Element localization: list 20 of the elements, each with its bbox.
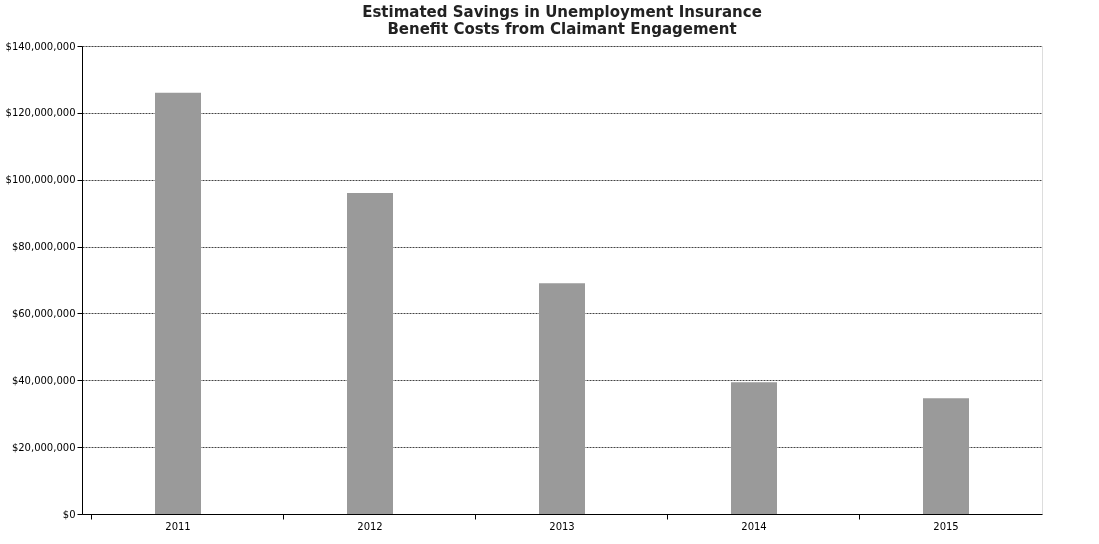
x-tick-label: 2011 — [165, 520, 191, 532]
text: Estimated Savings in Unemployment Insurance — [362, 3, 762, 21]
y-tick-label: $120,000,000 — [5, 107, 76, 119]
x-tick-label: 2014 — [741, 520, 767, 532]
y-tick-label: $80,000,000 — [11, 241, 76, 253]
x-tick-label: 2013 — [549, 520, 575, 532]
bar — [731, 382, 777, 514]
x-tick-label: 2012 — [357, 520, 383, 532]
y-tick-label: $60,000,000 — [11, 307, 76, 319]
bar — [539, 283, 585, 514]
y-tick-label: $20,000,000 — [11, 441, 76, 453]
y-tick-label: $0 — [62, 508, 76, 520]
bar — [923, 398, 969, 514]
bar — [155, 92, 201, 514]
y-tick-label: $100,000,000 — [5, 174, 76, 186]
x-tick-label: 2015 — [933, 520, 959, 532]
y-tick-label: $140,000,000 — [5, 40, 76, 52]
text: Benefit Costs from Claimant Engagement — [387, 20, 737, 38]
y-tick-label: $40,000,000 — [11, 374, 76, 386]
bar — [347, 193, 393, 514]
